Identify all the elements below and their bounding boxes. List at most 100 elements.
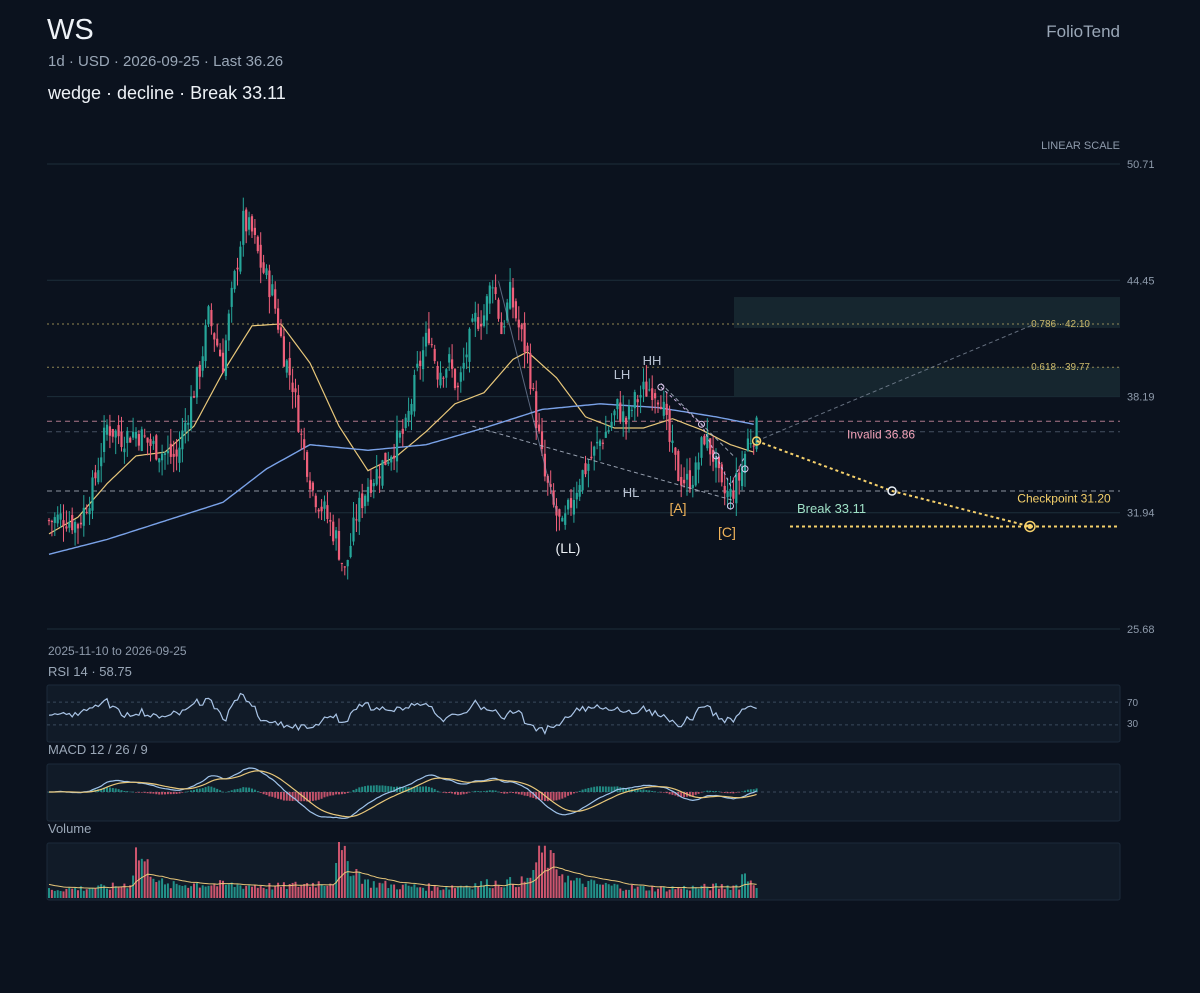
volume-bar [306, 883, 309, 898]
candle-body [105, 424, 109, 435]
macd-histogram-bar [140, 792, 143, 793]
volume-bar [555, 869, 558, 898]
candle-body [88, 508, 91, 515]
volume-bar [251, 886, 253, 898]
macd-histogram-bar [306, 792, 309, 802]
macd-histogram-bar [323, 792, 326, 798]
volume-bar [407, 885, 410, 898]
volume-bar [378, 882, 381, 898]
macd-histogram-bar [271, 792, 274, 797]
macd-histogram-bar [111, 788, 114, 792]
volume-bar [633, 888, 636, 898]
candle-body [76, 524, 80, 529]
candle-body [630, 409, 633, 411]
candle-body [407, 410, 410, 421]
candle-body [262, 262, 265, 273]
wave-point [657, 383, 665, 391]
candle-body [581, 470, 584, 491]
candle-body [578, 485, 581, 497]
candle-body [65, 526, 68, 529]
candle-body [685, 473, 689, 480]
candle-body [511, 287, 515, 308]
volume-bar [509, 877, 512, 898]
macd-histogram-bar [480, 791, 483, 792]
candle-body [656, 402, 660, 405]
volume-bar [274, 885, 277, 898]
macd-histogram-bar [364, 786, 367, 792]
volume-bar [671, 886, 674, 898]
price-grid: 50.71 44.45 38.19 31.94 25.68 [47, 159, 1155, 636]
volume-bar [329, 883, 332, 898]
candle-body [320, 506, 323, 512]
volume-bar [564, 882, 567, 898]
candle-body [442, 377, 445, 379]
macd-histogram-bar [755, 788, 758, 792]
volume-bar [311, 882, 314, 898]
macd-histogram-bar [651, 790, 654, 792]
candle-body [314, 495, 317, 508]
candle-body [291, 382, 294, 393]
volume-bar [140, 858, 143, 898]
volume-bar [323, 886, 326, 898]
candle-body [204, 325, 207, 362]
candle-body [424, 332, 428, 347]
macd-histogram-bar [285, 792, 288, 801]
candle-body [236, 267, 239, 270]
volume-bar [712, 883, 715, 898]
macd-histogram-bar [135, 792, 137, 793]
macd-histogram-bar [216, 788, 219, 792]
candle-body [526, 345, 529, 351]
volume-bar [175, 883, 178, 898]
macd-histogram-bar [587, 788, 590, 792]
volume-bar [166, 883, 169, 898]
candle-body [288, 357, 291, 376]
lower-target-zone [734, 367, 1120, 397]
candle-body [198, 364, 201, 377]
candle-body [514, 301, 517, 319]
macd-histogram-bar [169, 792, 172, 795]
candle-body [697, 462, 700, 470]
volume-bar [459, 885, 462, 898]
macd-histogram-bar [195, 788, 198, 792]
macd-histogram-bar [558, 792, 561, 800]
macd-histogram-bar [610, 786, 613, 792]
volume-bar [738, 889, 741, 898]
macd-histogram-bar [439, 791, 442, 793]
candle-body [480, 323, 483, 327]
volume-bar [135, 847, 137, 898]
volume-bar [326, 885, 329, 898]
volume-bar [59, 891, 62, 898]
volume-bar [593, 880, 596, 898]
volume-bar [601, 884, 604, 898]
y-tick-label: 50.71 [1127, 159, 1155, 171]
macd-histogram-bar [297, 792, 300, 802]
swing-line [498, 281, 557, 512]
volume-bar [219, 880, 222, 898]
macd-histogram-bar [419, 786, 422, 792]
candle-body [654, 393, 657, 399]
last-price-marker [751, 436, 762, 446]
macd-histogram-bar [401, 787, 404, 792]
volume-bar [48, 888, 50, 898]
macd-label: MACD 12 / 26 / 9 [48, 742, 148, 757]
macd-histogram-bar [213, 787, 216, 792]
macd-histogram-bar [717, 791, 720, 793]
chart-subtitle: 1d · USD · 2026-09-25 · Last 36.26 [48, 53, 284, 70]
candle-body [474, 312, 477, 322]
volume-bar [451, 885, 454, 898]
candle-body [538, 424, 541, 432]
volume-bar [677, 887, 680, 898]
checkpoint-dot [1027, 523, 1033, 529]
macd-histogram-bar [146, 792, 149, 794]
macd-histogram-bar [375, 785, 378, 792]
macd-histogram-bar [642, 789, 645, 792]
candle-body [743, 453, 747, 474]
volume-bar [97, 885, 100, 898]
candle-body [506, 302, 509, 321]
y-tick-label: 25.68 [1127, 624, 1155, 636]
candle-body [677, 451, 680, 482]
candle-body [161, 453, 164, 461]
volume-bar [584, 887, 587, 898]
macd-signal-line [49, 770, 757, 818]
